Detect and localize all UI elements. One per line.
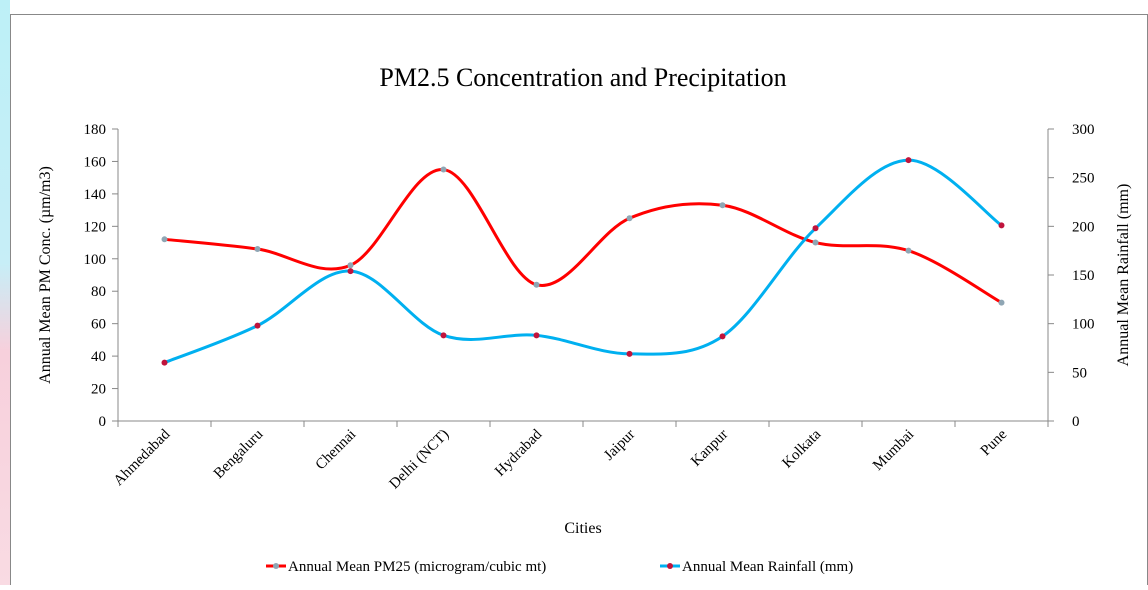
y-tick-label: 0 xyxy=(99,414,107,430)
data-point xyxy=(347,262,354,269)
data-point xyxy=(533,332,540,339)
data-point xyxy=(626,215,633,222)
legend-label: Annual Mean PM25 (microgram/cubic mt) xyxy=(288,559,546,575)
y-tick-label: 60 xyxy=(91,317,106,333)
y-tick-label: 180 xyxy=(84,122,107,138)
y2-tick-label: 200 xyxy=(1072,219,1095,235)
y-axis-title: Annual Mean PM Conc. (µm/m3) xyxy=(37,166,54,384)
data-point xyxy=(998,222,1005,229)
y-tick-label: 120 xyxy=(84,219,107,235)
data-point xyxy=(254,246,261,253)
y-tick-label: 100 xyxy=(84,252,107,268)
data-point xyxy=(719,333,726,340)
data-point xyxy=(254,322,261,329)
y-tick-label: 40 xyxy=(91,349,106,365)
data-point xyxy=(812,225,819,232)
y2-tick-label: 50 xyxy=(1072,365,1087,381)
data-point xyxy=(998,299,1005,306)
x-axis-title: Cities xyxy=(564,520,601,537)
data-point xyxy=(626,350,633,357)
y-tick-label: 80 xyxy=(91,284,106,300)
y-tick-label: 160 xyxy=(84,154,107,170)
data-point xyxy=(347,268,354,275)
series-line xyxy=(163,158,1003,364)
chart-frame xyxy=(10,14,1148,586)
data-point xyxy=(440,332,447,339)
data-point xyxy=(719,202,726,209)
data-point xyxy=(161,359,168,366)
y2-tick-label: 250 xyxy=(1072,171,1095,187)
legend-marker xyxy=(273,563,279,569)
legend-marker xyxy=(667,563,673,569)
data-point xyxy=(905,247,912,254)
data-point xyxy=(440,166,447,173)
data-point xyxy=(905,157,912,164)
y2-tick-label: 300 xyxy=(1072,122,1095,138)
edge-decoration xyxy=(0,0,10,585)
y2-axis-title: Annual Mean Rainfall (mm) xyxy=(1115,184,1132,367)
y2-tick-label: 100 xyxy=(1072,317,1095,333)
y-tick-label: 20 xyxy=(91,382,106,398)
data-point xyxy=(161,236,168,243)
legend-label: Annual Mean Rainfall (mm) xyxy=(682,559,853,575)
series-line xyxy=(164,168,1003,304)
chart-title: PM2.5 Concentration and Precipitation xyxy=(379,63,786,92)
data-point xyxy=(812,239,819,246)
y2-tick-label: 150 xyxy=(1072,268,1095,284)
data-point xyxy=(533,281,540,288)
y2-tick-label: 0 xyxy=(1072,414,1080,430)
y-tick-label: 140 xyxy=(84,187,107,203)
